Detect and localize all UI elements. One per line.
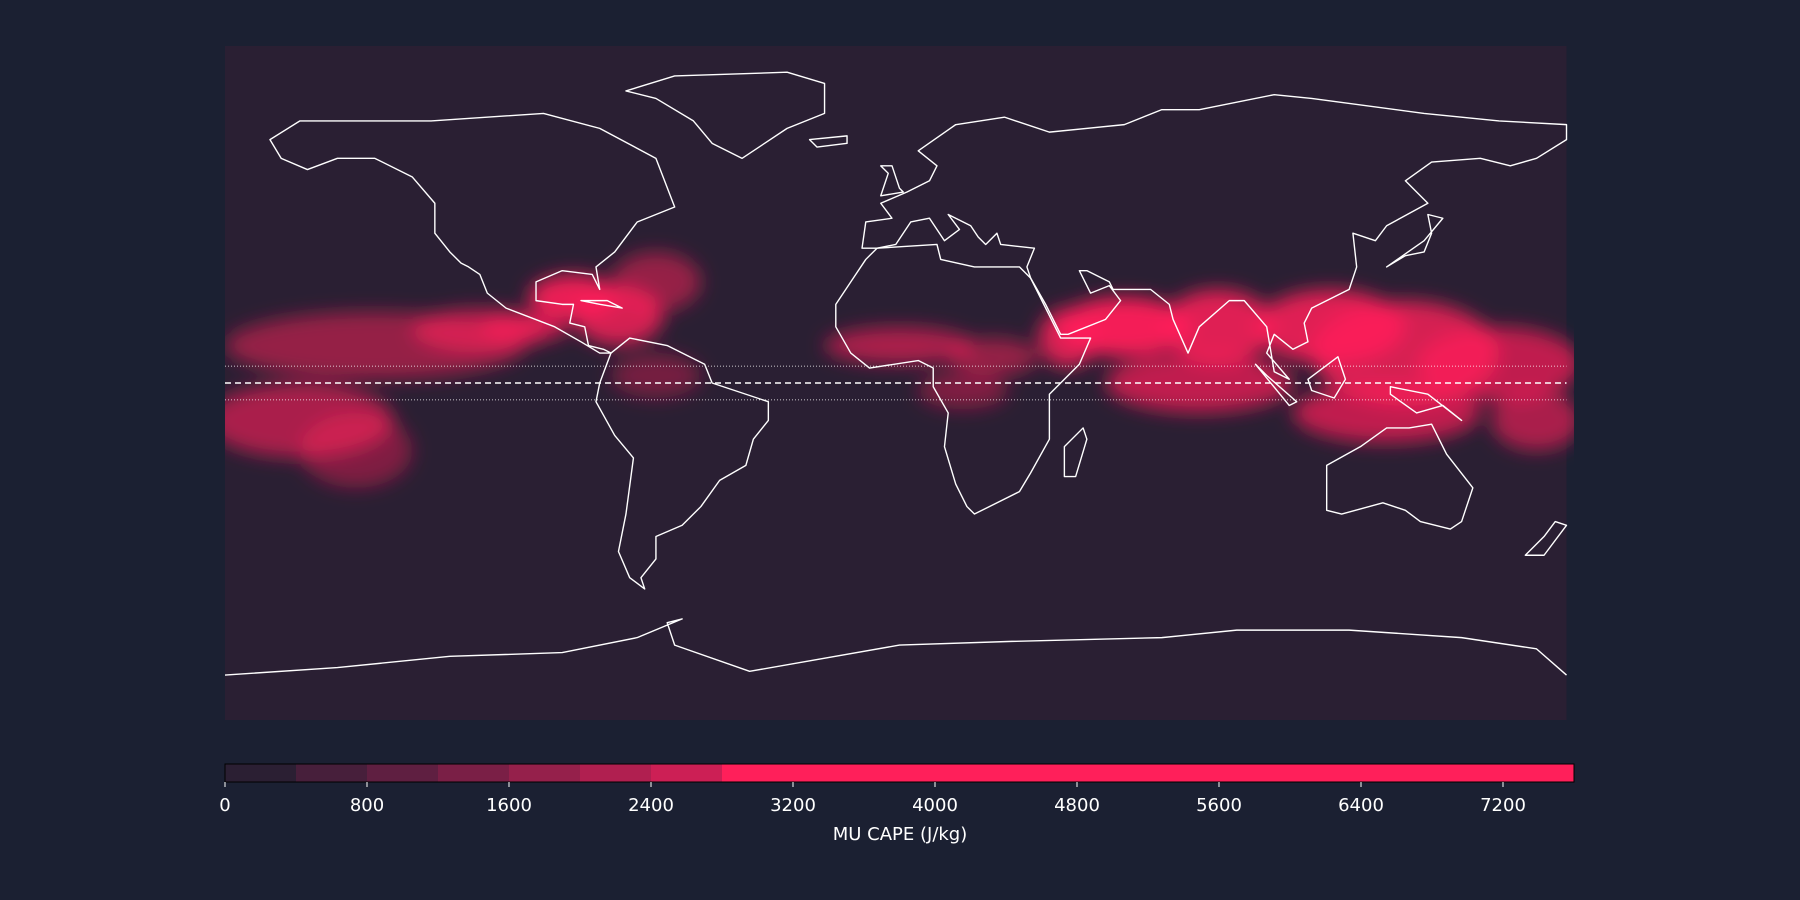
tick-label: 800: [350, 795, 384, 816]
tick-label: 1600: [486, 795, 532, 816]
colorbar-segment: [225, 764, 296, 782]
coastline: [1525, 522, 1566, 556]
coastline: [626, 72, 825, 158]
coastline: [810, 136, 847, 147]
coastline: [1387, 215, 1443, 267]
coastline: [225, 619, 1567, 675]
tick-label: 3200: [770, 795, 816, 816]
coastline: [1255, 364, 1296, 405]
coastline: [270, 113, 675, 353]
colorbar-segment: [509, 764, 580, 782]
coastline: [1308, 357, 1345, 398]
tick-label: 2400: [628, 795, 674, 816]
cape-area: [299, 412, 413, 488]
coastline: [1064, 428, 1086, 477]
colorbar-segment: [651, 764, 722, 782]
cape-area: [610, 353, 701, 398]
colorbar-segment: [438, 764, 509, 782]
colorbar-label: MU CAPE (J/kg): [833, 824, 968, 845]
colorbar-segment: [580, 764, 651, 782]
map: [225, 46, 1574, 720]
coastline: [862, 95, 1566, 380]
colorbar-segment: [722, 764, 1574, 782]
coastline: [881, 166, 903, 196]
coastline: [581, 301, 622, 308]
tick-label: 5600: [1196, 795, 1242, 816]
coastline: [1327, 424, 1473, 529]
tick-label: 6400: [1338, 795, 1384, 816]
tick-label: 0: [219, 795, 230, 816]
cape-area: [1161, 289, 1275, 365]
cape-area: [918, 371, 1009, 410]
coastlines: [225, 72, 1567, 675]
tick-label: 4800: [1054, 795, 1100, 816]
coastline: [836, 244, 1091, 514]
colorbar: 0 800 1600 2400 3200 4000 4800 5600 6400 7200: [219, 763, 1575, 816]
coastline: [596, 338, 768, 589]
tick-label: 7200: [1480, 795, 1526, 816]
colorbar-outline: [224, 763, 1575, 783]
cape-area: [948, 338, 1039, 376]
coastline: [1390, 387, 1461, 421]
tick-label: 4000: [912, 795, 958, 816]
colorbar-segment: [296, 764, 367, 782]
cape-area: [610, 251, 701, 312]
cape-area: [824, 326, 975, 365]
cape-area: [1491, 390, 1574, 451]
colorbar-segment: [367, 764, 438, 782]
cape-area: [479, 311, 570, 342]
cape-field: [225, 251, 1574, 488]
